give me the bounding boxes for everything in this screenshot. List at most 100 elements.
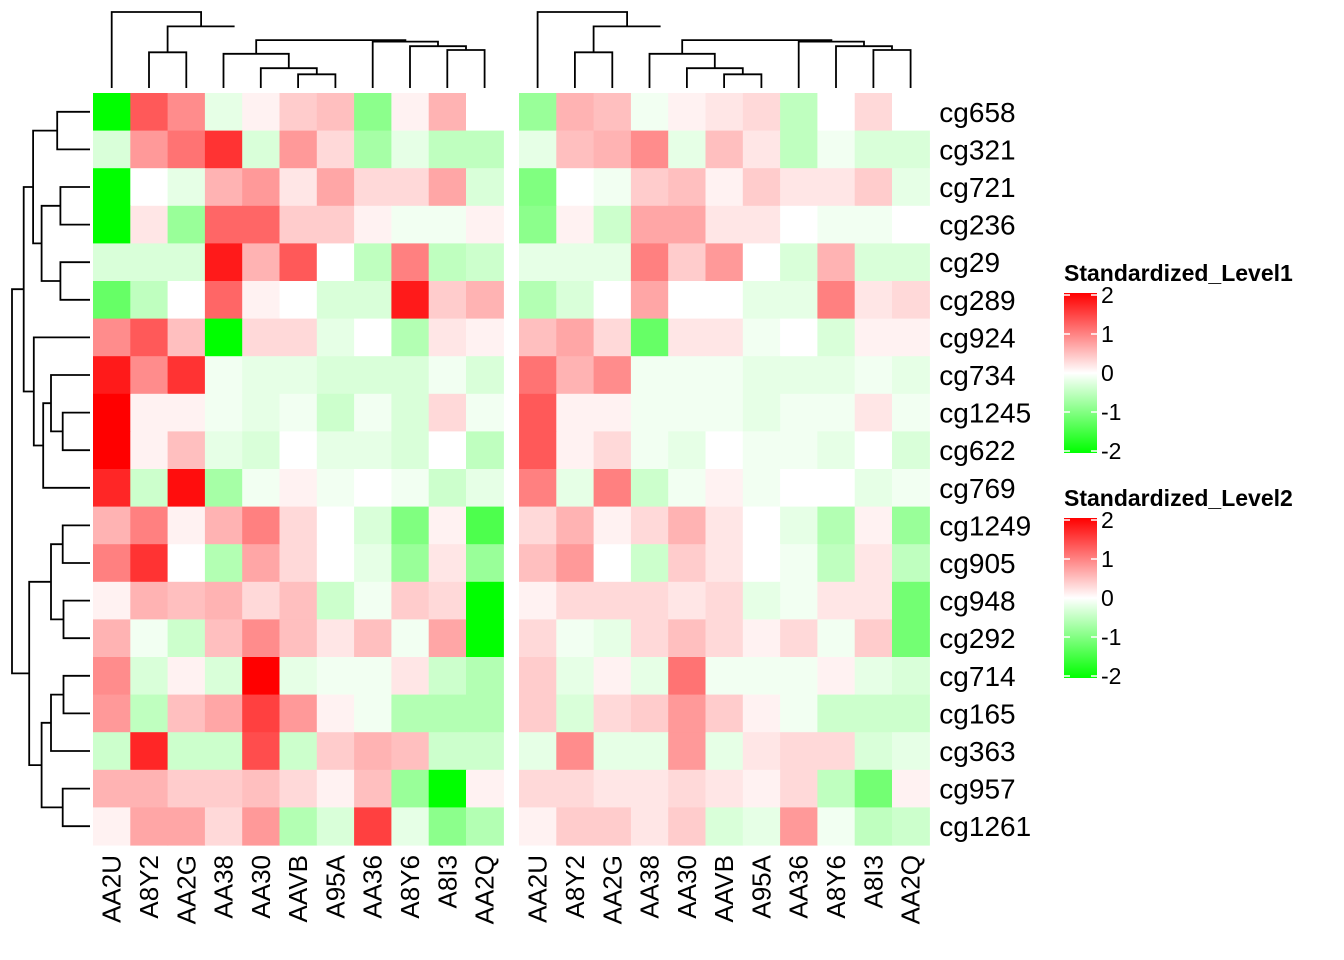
heatmap-cell [892, 544, 930, 583]
column-label: AA38 [209, 855, 239, 919]
heatmap-cell [316, 506, 355, 545]
heatmap-cell [780, 205, 818, 244]
dendrogram-branch [255, 39, 407, 54]
heatmap-cell [854, 431, 893, 470]
heatmap-cell [780, 130, 818, 169]
column-label: AAVB [709, 855, 739, 922]
dendrogram-branch [28, 580, 51, 766]
dendrogram-branch [536, 11, 628, 88]
heatmap-cell [316, 769, 355, 808]
heatmap-cell [742, 769, 781, 808]
heatmap-cell [817, 769, 856, 808]
dendrogram-branch [681, 39, 833, 54]
heatmap-cell [854, 769, 893, 808]
heatmap-cell [556, 732, 595, 771]
column-label: A8Y6 [395, 855, 425, 919]
heatmap-cell [742, 807, 781, 846]
heatmap-cell [892, 243, 930, 282]
heatmap-cell [630, 506, 669, 545]
heatmap-cell [780, 168, 818, 207]
heatmap-cell [892, 93, 930, 132]
heatmap-cell [204, 807, 243, 846]
heatmap-cell [742, 281, 781, 320]
heatmap-cell [242, 281, 281, 320]
column-label: AA36 [784, 855, 814, 919]
heatmap-cell [167, 130, 206, 169]
dendrogram-branch [648, 52, 716, 88]
legend-tick-label: -1 [1101, 399, 1121, 425]
heatmap-cell [316, 732, 355, 771]
heatmap-cell [780, 93, 818, 132]
heatmap-cell [130, 769, 169, 808]
heatmap-cell [354, 581, 392, 620]
heatmap-cell [93, 93, 131, 132]
heatmap-cell [593, 694, 632, 733]
heatmap-cell [93, 807, 131, 846]
heatmap-cell [354, 431, 392, 470]
dendrogram-branch [592, 25, 661, 53]
heatmap-cell [593, 281, 632, 320]
heatmap-cell [354, 281, 392, 320]
heatmap-cell [892, 581, 930, 620]
legend-tick-label: 0 [1101, 360, 1114, 386]
heatmap-cell [279, 769, 318, 808]
heatmap-cell [204, 769, 243, 808]
heatmap-cell [668, 281, 707, 320]
heatmap-cell [167, 769, 206, 808]
heatmap-cell [428, 431, 467, 470]
heatmap-cell [354, 469, 392, 508]
heatmap-cell [130, 356, 169, 395]
heatmap-cell [242, 657, 281, 696]
heatmap-cell [204, 318, 243, 357]
row-label: cg1245 [939, 398, 1031, 429]
column-label: A8Y2 [560, 855, 590, 919]
heatmap-cell [854, 393, 893, 432]
heatmap-cell [630, 168, 669, 207]
heatmap-cell [780, 769, 818, 808]
heatmap-cell [817, 807, 856, 846]
heatmap-cell [780, 281, 818, 320]
heatmap-cell [242, 694, 281, 733]
heatmap-cell [130, 807, 169, 846]
heatmap-cell [630, 356, 669, 395]
heatmap-cell [242, 469, 281, 508]
row-label: cg1261 [939, 811, 1031, 842]
heatmap-cell [316, 243, 355, 282]
heatmap-cell [428, 243, 467, 282]
column-label: A95A [320, 854, 350, 918]
heatmap-cell [817, 694, 856, 733]
column-label: A8Y6 [821, 855, 851, 919]
row-label: cg905 [939, 548, 1015, 579]
heatmap-cell [705, 393, 744, 432]
heatmap-cell [204, 168, 243, 207]
heatmap-cell [742, 393, 781, 432]
heatmap-cell [817, 130, 856, 169]
heatmap-cell [817, 93, 856, 132]
heatmap-cell [742, 168, 781, 207]
heatmap-cell [242, 769, 281, 808]
dendrogram-branch [222, 52, 290, 88]
heatmap-cell [780, 732, 818, 771]
heatmap-cell [854, 318, 893, 357]
heatmap-cell [668, 694, 707, 733]
heatmap-cell [242, 544, 281, 583]
heatmap-cell [279, 93, 318, 132]
dendrogram-branch [371, 40, 439, 88]
heatmap-cell [742, 581, 781, 620]
heatmap-cell [130, 469, 169, 508]
heatmap-cell [279, 281, 318, 320]
heatmap-cell [556, 657, 595, 696]
heatmap-cell [391, 657, 430, 696]
heatmap-cell [892, 431, 930, 470]
heatmap-cell [780, 807, 818, 846]
heatmap-panel [93, 93, 504, 846]
heatmap-cell [279, 694, 318, 733]
column-label: AA30 [672, 855, 702, 919]
row-label: cg734 [939, 360, 1015, 391]
heatmap-cell [556, 769, 595, 808]
heatmap-cell [354, 130, 392, 169]
legend-tick-label: 2 [1101, 507, 1114, 533]
heatmap-cell [854, 657, 893, 696]
heatmap-cell [130, 281, 169, 320]
heatmap-cell [242, 506, 281, 545]
